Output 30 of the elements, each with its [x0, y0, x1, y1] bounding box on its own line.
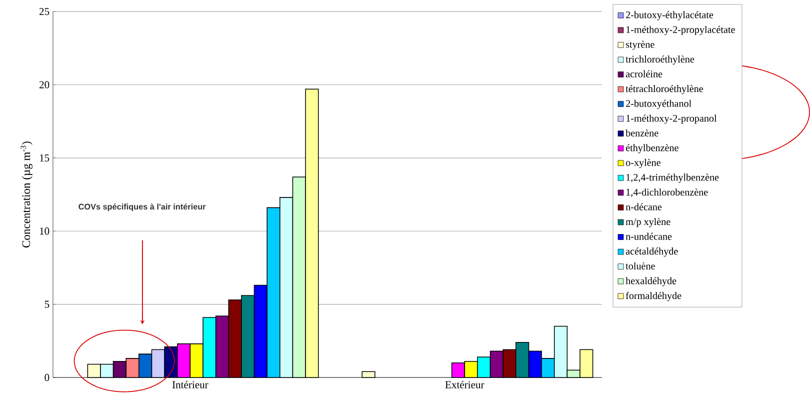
x-tick-label: Extérieur — [445, 380, 484, 388]
legend-label: trichloroéthylène — [626, 55, 694, 65]
legend-label: formaldéhyde — [626, 292, 682, 302]
y-tick-label: 15 — [40, 154, 50, 162]
legend-label: hexaldéhyde — [626, 277, 676, 286]
legend-label: 1,4-dichlorobenzène — [626, 188, 708, 197]
legend-label: n-décane — [626, 203, 662, 210]
y-tick-label: 20 — [39, 81, 50, 88]
y-tick-label: 25 — [39, 8, 50, 16]
legend-label: toluène — [626, 262, 655, 270]
y-axis-title: Concentration (µg m$^{-3}$) — [20, 142, 32, 248]
legend-label: éthylbenzène — [626, 144, 678, 154]
y-tick-label: 0 — [44, 374, 50, 381]
annotation: COVs spécifiques à l'air intérieur — [78, 203, 206, 212]
y-tick-label: 5 — [44, 300, 50, 308]
x-tick-label: Intérieur — [172, 380, 208, 388]
legend-label: 1-méthoxy-2-propanol — [626, 114, 717, 124]
legend-label: m/p xylène — [626, 218, 670, 228]
legend-label: 2-butoxy-éthylacétate — [626, 11, 714, 20]
legend-label: styrène — [626, 40, 654, 50]
legend-label: 1,2,4-triméthylbenzène — [626, 174, 719, 183]
legend-label: tétrachloroéthylène — [626, 84, 704, 94]
legend-label: 2-butoxyéthanol — [626, 100, 692, 109]
legend-label: n-undécane — [626, 232, 672, 240]
legend-label: benzène — [626, 129, 658, 136]
legend-label: 1-méthoxy-2-propylacétate — [626, 26, 735, 36]
legend-label: o-xylène — [626, 158, 660, 168]
legend-label: acroléine — [626, 70, 662, 78]
legend-label: acétaldéhyde — [626, 247, 678, 257]
y-tick-label: 10 — [40, 227, 50, 235]
